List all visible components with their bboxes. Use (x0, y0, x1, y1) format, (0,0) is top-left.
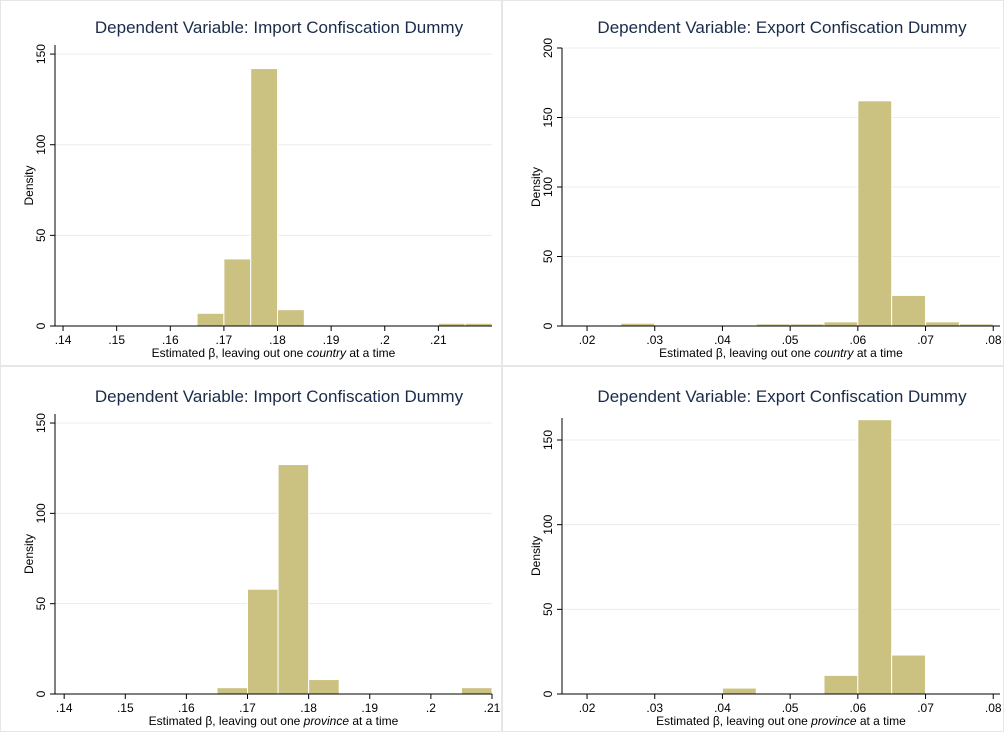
bar (925, 321, 960, 327)
x-axis-label-part: at a time (857, 714, 907, 728)
bar (308, 679, 340, 695)
y-tick-label: 150 (34, 44, 48, 64)
y-tick-label: 50 (34, 597, 48, 611)
y-axis-label: Density (529, 167, 543, 207)
x-tick-label: .14 (56, 701, 73, 715)
bar (823, 321, 859, 327)
bar (857, 419, 893, 695)
x-tick-label: .03 (646, 701, 663, 715)
x-tick-label: .15 (108, 333, 125, 347)
x-tick-label: .21 (484, 701, 501, 715)
x-tick-label: .2 (426, 701, 436, 715)
x-axis-label-part: country (307, 346, 347, 360)
bar (460, 687, 493, 695)
x-tick-label: .16 (178, 701, 195, 715)
bar (277, 464, 310, 695)
bar (247, 588, 279, 695)
y-tick-label: 100 (34, 503, 48, 523)
bar (891, 654, 927, 695)
y-tick-label: 50 (541, 250, 555, 264)
y-tick-label: 0 (34, 690, 48, 697)
x-tick-label: .17 (239, 701, 256, 715)
x-tick-label: .21 (430, 333, 447, 347)
x-tick-label: .05 (782, 333, 799, 347)
x-tick-label: .17 (216, 333, 233, 347)
chart-title: Dependent Variable: Import Confiscation … (95, 387, 464, 406)
x-tick-label: .18 (269, 333, 286, 347)
x-tick-label: .07 (917, 333, 934, 347)
x-tick-label: .19 (323, 333, 340, 347)
chart-title: Dependent Variable: Export Confiscation … (597, 18, 967, 37)
bar (721, 687, 757, 695)
y-tick-label: 0 (541, 322, 555, 329)
y-tick-label: 150 (34, 413, 48, 433)
x-tick-label: .07 (917, 701, 934, 715)
y-tick-label: 100 (541, 514, 555, 534)
x-tick-label: .18 (300, 701, 317, 715)
x-axis-label-part: province (810, 714, 857, 728)
x-tick-label: .19 (361, 701, 378, 715)
y-tick-label: 50 (34, 228, 48, 242)
x-axis-label-part: at a time (349, 714, 399, 728)
x-tick-label: .03 (646, 333, 663, 347)
x-tick-label: .06 (849, 701, 866, 715)
x-tick-label: .08 (985, 333, 1002, 347)
chart-title: Dependent Variable: Export Confiscation … (597, 387, 967, 406)
x-tick-label: .02 (579, 333, 596, 347)
x-axis-label-part: at a time (854, 346, 904, 360)
panel-frame (502, 0, 1004, 366)
y-tick-label: 100 (541, 177, 555, 197)
y-tick-label: 0 (541, 690, 555, 697)
x-axis-label: Estimated β, leaving out one province at… (656, 714, 906, 728)
y-tick-label: 200 (541, 38, 555, 58)
x-tick-label: .2 (380, 333, 390, 347)
y-axis-label: Density (529, 536, 543, 576)
x-axis-label-part: Estimated β, leaving out one (656, 714, 811, 728)
bar (216, 687, 249, 695)
x-axis-label-part: country (814, 346, 854, 360)
y-tick-label: 150 (541, 107, 555, 127)
x-tick-label: .05 (782, 701, 799, 715)
x-tick-label: .04 (714, 333, 731, 347)
x-axis-label-part: Estimated β, leaving out one (659, 346, 814, 360)
x-tick-label: .08 (985, 701, 1002, 715)
x-tick-label: .15 (117, 701, 134, 715)
x-tick-label: .14 (55, 333, 72, 347)
x-tick-label: .04 (714, 701, 731, 715)
y-tick-label: 150 (541, 430, 555, 450)
x-axis-label-part: Estimated β, leaving out one (152, 346, 307, 360)
bar (857, 100, 893, 327)
y-axis-label: Density (22, 534, 36, 574)
x-tick-label: .06 (849, 333, 866, 347)
bar (891, 294, 927, 327)
bar (823, 674, 859, 695)
bar (196, 312, 225, 327)
y-axis-label: Density (22, 165, 36, 205)
chart-title: Dependent Variable: Import Confiscation … (95, 18, 464, 37)
bar (277, 309, 305, 327)
x-axis-label: Estimated β, leaving out one country at … (152, 346, 396, 360)
x-axis-label-part: Estimated β, leaving out one (149, 714, 304, 728)
y-tick-label: 100 (34, 134, 48, 154)
x-axis-label-part: province (303, 714, 350, 728)
y-tick-label: 0 (34, 322, 48, 329)
x-tick-label: .02 (579, 701, 596, 715)
x-tick-label: .16 (162, 333, 179, 347)
panel-frame (502, 366, 1004, 732)
panel-frame (0, 0, 502, 366)
bar (223, 258, 252, 327)
x-axis-label: Estimated β, leaving out one country at … (659, 346, 903, 360)
x-axis-label-part: at a time (346, 346, 396, 360)
x-axis-label: Estimated β, leaving out one province at… (149, 714, 399, 728)
y-tick-label: 50 (541, 602, 555, 616)
bar (250, 68, 279, 327)
